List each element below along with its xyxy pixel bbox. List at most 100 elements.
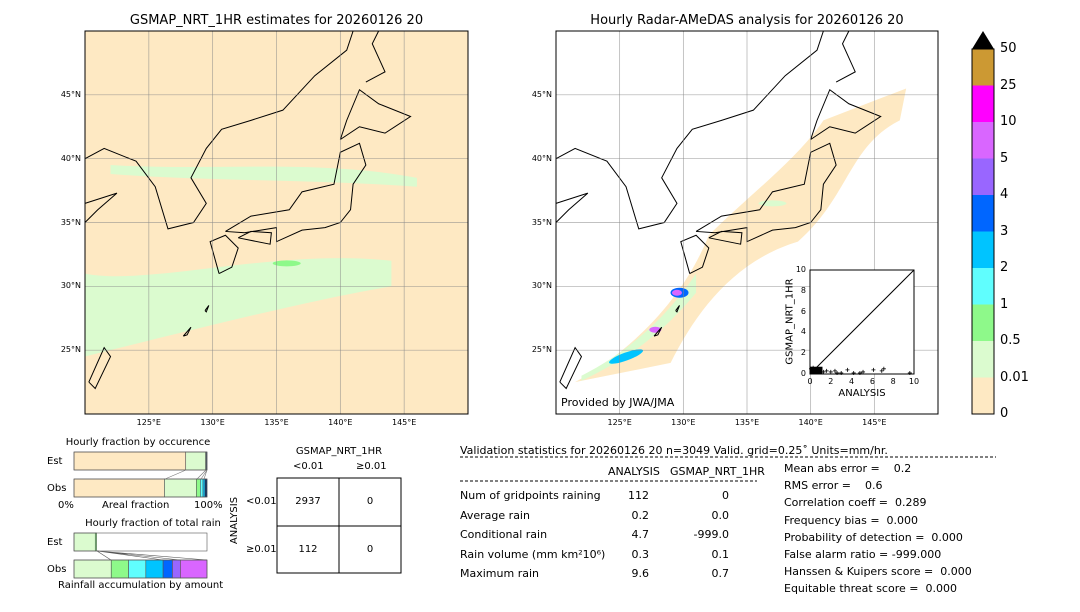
occ-est-bar-segment	[73, 451, 187, 471]
colorbar-bin	[972, 195, 994, 232]
stats-row-analysis: 4.7	[631, 528, 650, 541]
scatter-y-tick: 2	[800, 348, 806, 358]
left-map-title: GSMAP_NRT_1HR estimates for 20260126 20	[129, 13, 424, 28]
colorbar-bin	[972, 304, 994, 341]
rain-obs-bar-segment	[162, 559, 173, 579]
lon-tick-label: 140°E	[798, 418, 823, 427]
occ-est-bar-frame	[73, 451, 208, 471]
contingency-row-axis: ANALYSIS	[229, 496, 241, 545]
lat-tick-label: 25°N	[60, 345, 81, 355]
coastline	[675, 305, 680, 313]
lon-tick-label: 145°E	[862, 418, 887, 427]
lon-tick-label: 125°E	[136, 418, 161, 427]
connector-lines	[96, 550, 208, 561]
colorbar-bin	[972, 85, 994, 122]
stats-row-gsmap: 0.0	[711, 508, 730, 522]
lon-tick-label: 135°E	[264, 418, 289, 427]
coastline	[84, 192, 118, 223]
occ-est-bar-segment	[185, 451, 206, 471]
rain-obs-bar-segment	[172, 559, 181, 579]
stats-row-label: Num of gridpoints raining	[460, 489, 601, 502]
rain-area-moderate	[272, 260, 301, 267]
lon-tick-label: 130°E	[200, 418, 225, 427]
contingency-col-1: ≥0.01	[356, 461, 387, 472]
scatter-x-tick: 0	[807, 377, 813, 386]
scatter-point	[851, 370, 856, 375]
rain-obs-bar-segment	[180, 559, 208, 579]
lat-tick-label: 40°N	[60, 153, 81, 163]
rain-area-trace	[575, 88, 907, 383]
scatter-point	[832, 368, 837, 373]
stats-score: False alarm ratio = -999.000	[784, 548, 942, 561]
scatter-point	[857, 370, 862, 375]
one-to-one-line	[809, 269, 915, 375]
occ-obs-label: Obs	[47, 483, 67, 494]
contingency-row-1: ≥0.01	[246, 544, 277, 555]
cell-false-alarm: 0	[366, 496, 374, 507]
stats-row-gsmap: 0	[722, 489, 729, 502]
coastline	[835, 30, 856, 83]
colorbar-extend-arrow	[972, 31, 994, 49]
stats-row-analysis: 9.6	[631, 567, 650, 580]
scatter-point	[824, 368, 829, 373]
stats-header: Validation statistics for 20260126 20 n=…	[460, 444, 888, 457]
coastline	[204, 305, 210, 313]
lat-tick-label: 30°N	[531, 281, 552, 291]
lon-tick-label: 130°E	[671, 418, 696, 427]
lon-tick-label: 135°E	[734, 418, 760, 427]
stats-col-analysis: ANALYSIS	[608, 465, 660, 478]
lat-tick-label: 25°N	[531, 345, 552, 355]
connector-lines	[164, 469, 208, 480]
stats-row-label: Rain volume (mm km²10⁶)	[460, 547, 606, 561]
scatter-y-tick: 4	[800, 327, 806, 337]
lat-tick-label: 40°N	[531, 153, 552, 163]
colorbar-label: 5	[1000, 150, 1009, 166]
occ-est-label: Est	[47, 456, 63, 467]
scatter-point	[907, 370, 912, 375]
coastline	[365, 30, 386, 83]
rain-est-label: Est	[47, 537, 63, 548]
coastline	[555, 30, 824, 230]
rain-obs-label: Obs	[47, 564, 67, 575]
lon-tick-label: 140°E	[328, 418, 353, 427]
rain-fraction-title: Hourly fraction of total rain	[85, 518, 221, 529]
provider-credit: Provided by JWA/JMA	[561, 396, 675, 409]
coastline	[237, 230, 272, 245]
colorbar-bin	[972, 377, 994, 414]
coastline	[653, 326, 663, 337]
colorbar-label: 0.01	[1000, 369, 1029, 385]
lat-tick-label: 30°N	[60, 281, 81, 291]
lat-tick-label: 35°N	[531, 217, 552, 227]
map-0	[84, 30, 469, 415]
rain-area-intense	[671, 289, 682, 296]
colorbar-bin	[972, 49, 994, 86]
scatter-x-tick: 8	[890, 377, 896, 386]
colorbar-label: 0	[1000, 406, 1009, 421]
scatter-point	[835, 370, 840, 375]
stats-row-gsmap: 0.7	[711, 567, 730, 580]
scatter-y-tick: 8	[800, 285, 806, 295]
cell-miss: 112	[298, 544, 318, 555]
rain-area-heavy	[609, 349, 644, 364]
stats-score: Probability of detection = 0.000	[784, 530, 963, 544]
coastline	[708, 230, 743, 245]
stats-row-analysis: 0.2	[631, 508, 650, 522]
lon-tick-label: 125°E	[607, 418, 632, 427]
colorbar-bin	[972, 158, 994, 195]
lat-tick-label: 45°N	[60, 89, 81, 99]
colorbar-label: 1	[1000, 296, 1009, 312]
colorbar-label: 25	[1000, 77, 1017, 93]
lon-tick-label: 145°E	[391, 418, 417, 427]
contingency-row-0: <0.01	[246, 496, 277, 507]
scatter-point	[839, 370, 844, 375]
lat-tick-label: 45°N	[531, 89, 552, 99]
stats-row-gsmap: -999.0	[693, 528, 729, 541]
stats-row-analysis: 112	[628, 489, 649, 502]
stats-score: Hanssen & Kuipers score = 0.000	[784, 565, 972, 579]
scatter-y-tick: 0	[800, 369, 806, 378]
lat-tick-label: 35°N	[60, 217, 81, 227]
scatter-xlabel: ANALYSIS	[838, 388, 886, 399]
occ-obs-bar-segment	[164, 478, 197, 498]
